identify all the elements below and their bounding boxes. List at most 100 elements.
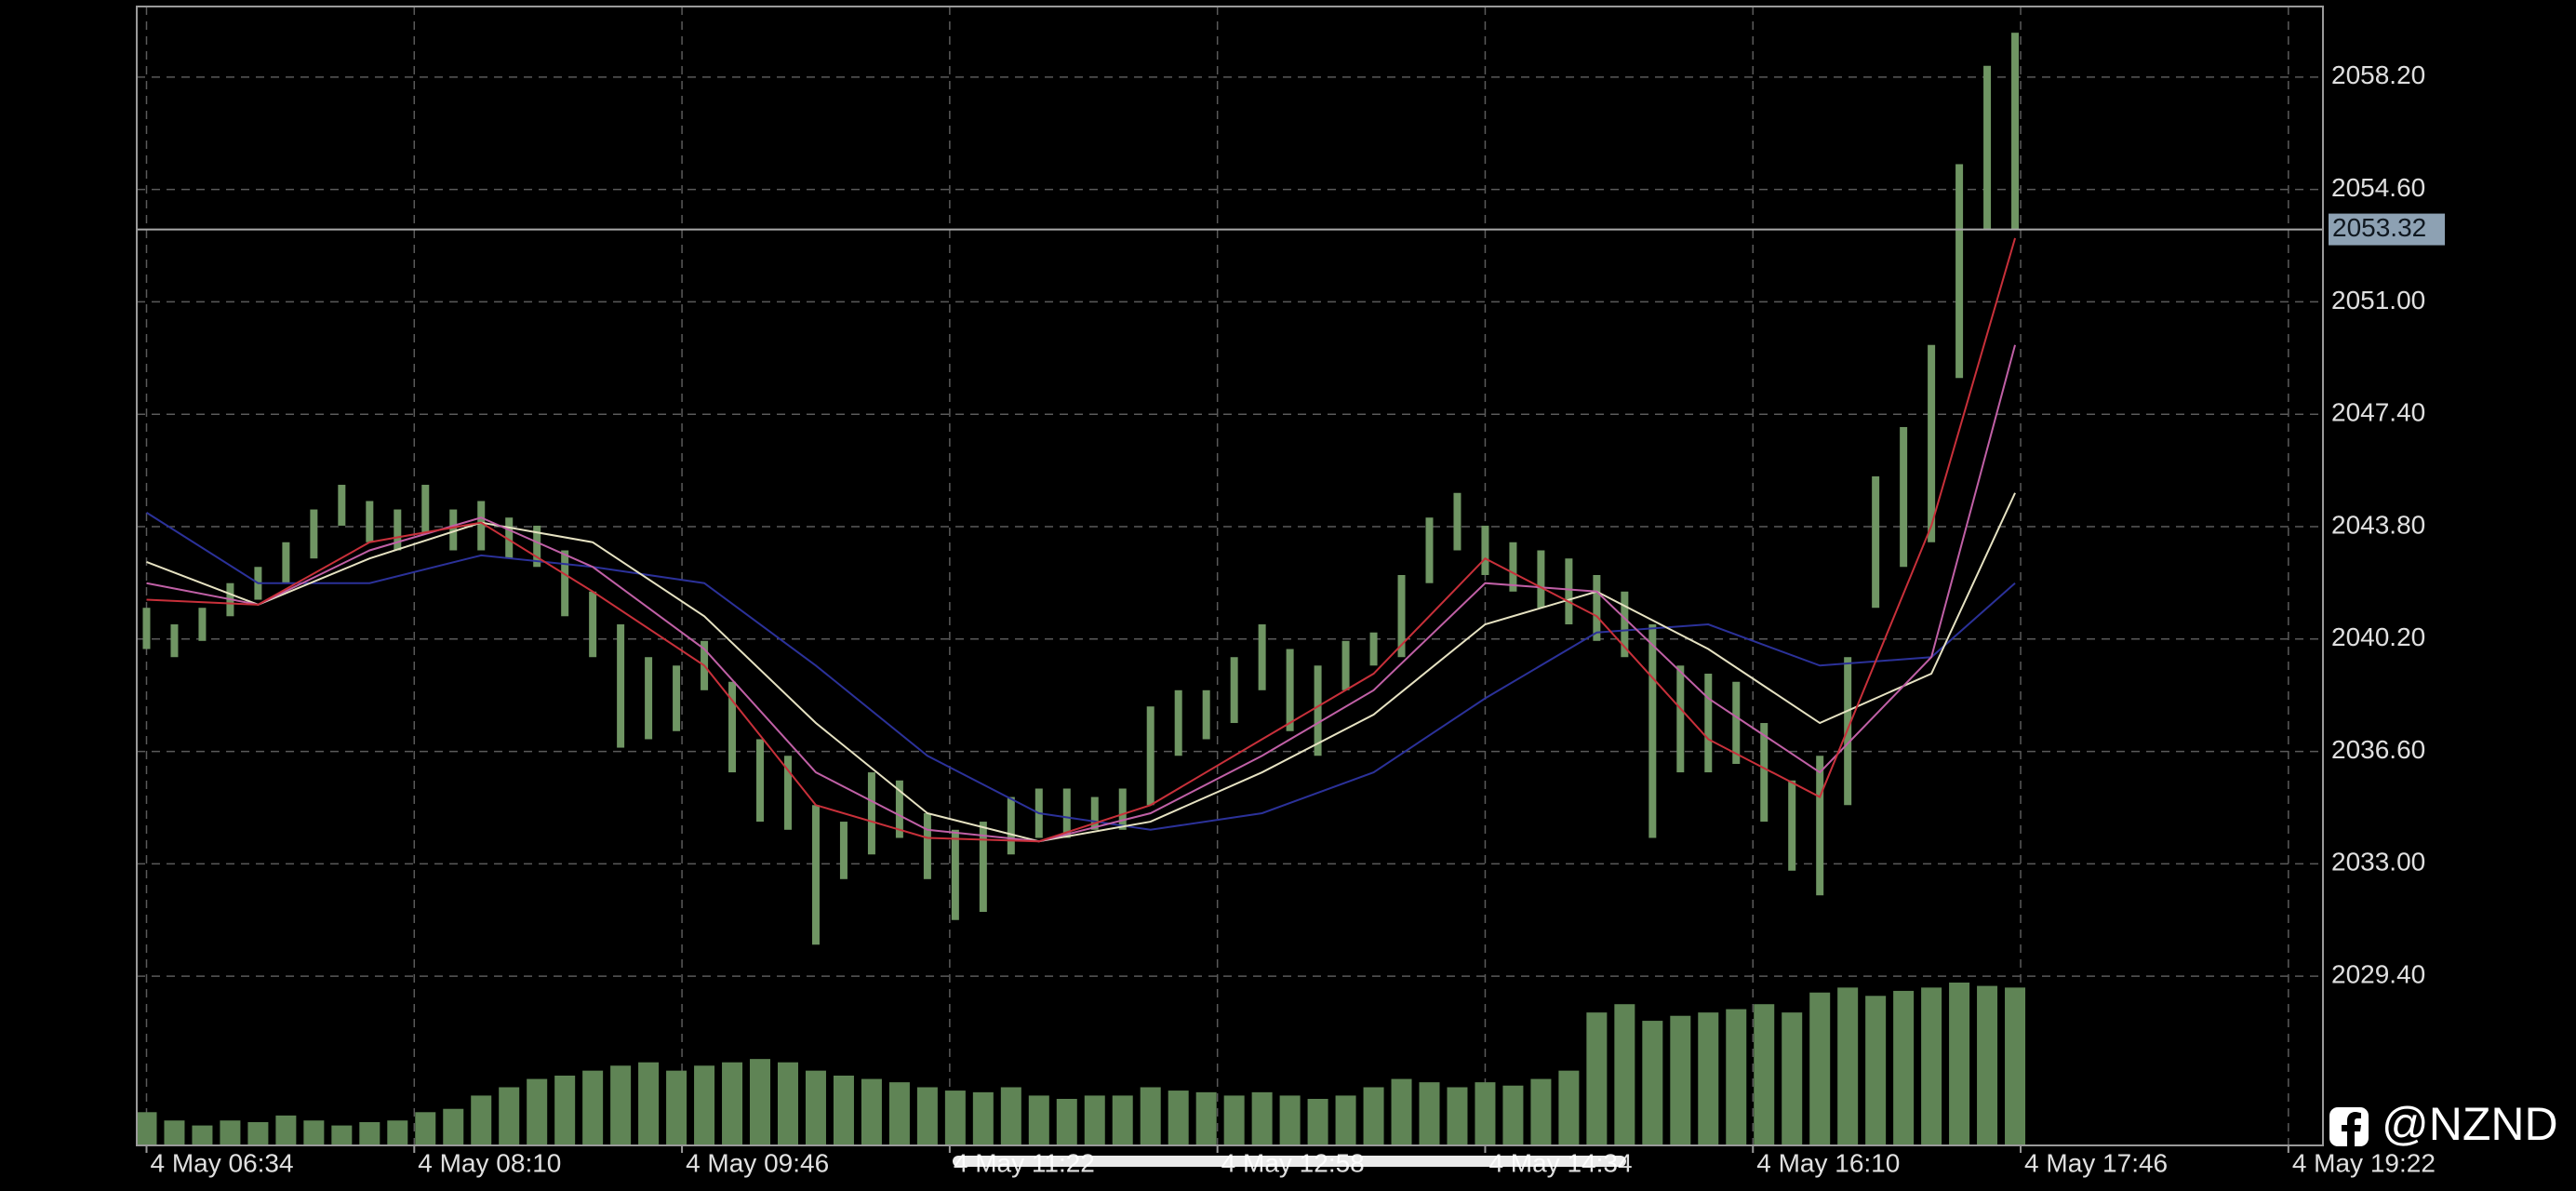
price-bar — [1425, 517, 1434, 583]
volume-bar — [1754, 1004, 1775, 1145]
price-bar — [1341, 640, 1350, 690]
y-tick-label: 2043.80 — [2331, 510, 2425, 539]
plot-frame — [136, 6, 2324, 1146]
volume-bar — [1251, 1091, 1273, 1145]
y-tick-label: 2033.00 — [2331, 848, 2425, 877]
volume-layer — [136, 983, 2026, 1145]
volume-bar — [694, 1065, 715, 1145]
price-bar — [421, 485, 430, 535]
y-tick-label: 2029.40 — [2331, 960, 2425, 989]
volume-bar — [1726, 1009, 1747, 1145]
volume-bar — [750, 1059, 771, 1145]
volume-bar — [443, 1108, 464, 1145]
price-bar — [1621, 591, 1629, 658]
volume-bar — [387, 1120, 408, 1145]
volume-bar — [1837, 987, 1859, 1145]
price-bar — [505, 517, 514, 559]
volume-bar — [1223, 1095, 1245, 1145]
volume-bar — [359, 1122, 380, 1145]
volume-bar — [1670, 1015, 1691, 1145]
volume-bar — [1000, 1087, 1021, 1145]
volume-bar — [2005, 987, 2026, 1145]
price-bar — [617, 624, 625, 748]
volume-bar — [527, 1078, 548, 1145]
price-bar — [1230, 657, 1238, 724]
y-tick-label: 2036.60 — [2331, 735, 2425, 764]
volume-bar — [666, 1070, 687, 1145]
scrollbar — [953, 1156, 1626, 1167]
moving-average — [146, 492, 2016, 843]
price-bar — [1090, 796, 1099, 830]
price-bar — [1565, 558, 1573, 625]
price-bar — [589, 591, 597, 658]
price-bar — [839, 822, 848, 879]
price-bar — [1900, 426, 1908, 568]
volume-bar — [722, 1062, 743, 1145]
moving-average — [145, 512, 2016, 831]
volume-bar — [1391, 1078, 1412, 1145]
price-bar — [282, 542, 290, 583]
price-bar — [394, 509, 402, 551]
volume-bar — [331, 1125, 353, 1145]
volume-bar — [1168, 1091, 1189, 1145]
volume-bar — [415, 1112, 436, 1145]
volume-bar — [805, 1070, 826, 1145]
price-bar — [1676, 665, 1685, 773]
price-bar — [1648, 624, 1657, 838]
volume-bar — [861, 1078, 882, 1145]
volume-bar — [610, 1065, 632, 1145]
price-bar — [867, 772, 875, 855]
watermark: @NZND — [2329, 1098, 2558, 1150]
price-bar — [923, 813, 931, 879]
price-bar — [1704, 674, 1713, 773]
x-tick-label: 4 May 06:34 — [150, 1148, 293, 1177]
price-bar — [1202, 689, 1210, 740]
price-bar — [1062, 788, 1071, 838]
volume-bar — [1419, 1082, 1440, 1145]
price-bar — [1453, 492, 1462, 551]
volume-bar — [1614, 1004, 1635, 1145]
price-bar — [2011, 33, 2020, 231]
volume-bar — [1335, 1095, 1356, 1145]
price-bar — [1174, 689, 1182, 756]
volume-bar — [1530, 1078, 1552, 1145]
price-bar — [1955, 164, 1964, 379]
price-bar — [310, 509, 318, 559]
price-bar — [1593, 574, 1601, 641]
volume-bar — [1921, 987, 1942, 1145]
price-bar — [1928, 344, 1936, 542]
volume-bar — [777, 1062, 798, 1145]
price-bar — [1397, 574, 1406, 658]
price-bar — [673, 665, 681, 731]
volume-bar — [888, 1082, 910, 1145]
volume-bar — [972, 1091, 994, 1145]
price-bar — [1314, 665, 1322, 756]
volume-bar — [1865, 996, 1887, 1145]
volume-bar — [1447, 1087, 1468, 1145]
volume-bar — [944, 1091, 966, 1145]
volume-bar — [1502, 1085, 1524, 1145]
volume-bar — [638, 1062, 660, 1145]
price-layer — [142, 33, 2020, 945]
price-bar — [1983, 65, 1992, 231]
volume-bar — [1949, 983, 1970, 1145]
price-bar — [951, 829, 959, 920]
y-tick-label: 2047.40 — [2331, 398, 2425, 427]
price-bar — [366, 501, 374, 542]
volume-bar — [1809, 992, 1831, 1145]
x-tick-label: 4 May 19:22 — [2292, 1148, 2436, 1177]
volume-bar — [1475, 1082, 1496, 1145]
price-bar — [561, 550, 569, 617]
volume-bar — [1642, 1021, 1663, 1145]
price-bar — [142, 608, 151, 649]
price-bar — [1481, 525, 1489, 575]
volume-bar — [1307, 1099, 1328, 1145]
volume-bar — [833, 1076, 854, 1145]
volume-bar — [275, 1115, 297, 1145]
volume-bar — [192, 1125, 213, 1145]
volume-bar — [220, 1120, 241, 1145]
price-bar — [338, 485, 346, 526]
volume-bar — [554, 1076, 576, 1145]
